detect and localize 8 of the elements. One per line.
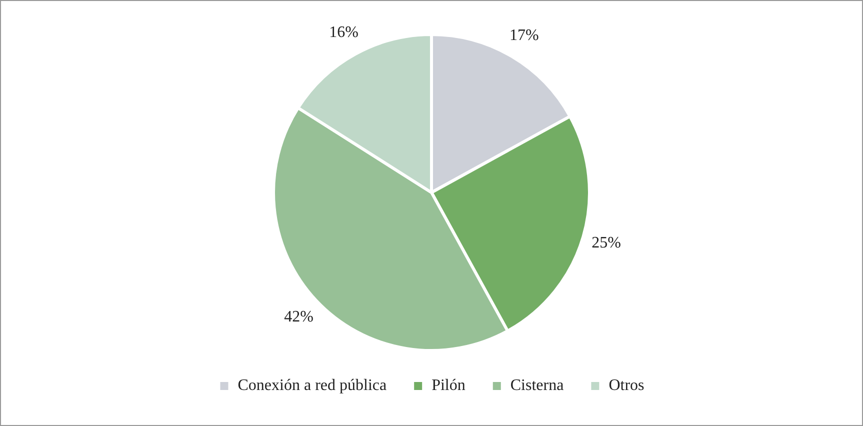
data-label: 17% — [509, 27, 539, 44]
legend-label: Cisterna — [510, 377, 564, 394]
data-label: 42% — [284, 308, 314, 326]
data-label: 16% — [329, 24, 358, 42]
data-label: 25% — [592, 234, 621, 252]
legend-label: Pilón — [432, 377, 466, 394]
legend-label: Otros — [608, 377, 644, 394]
legend-label: Conexión a red pública — [238, 377, 387, 394]
